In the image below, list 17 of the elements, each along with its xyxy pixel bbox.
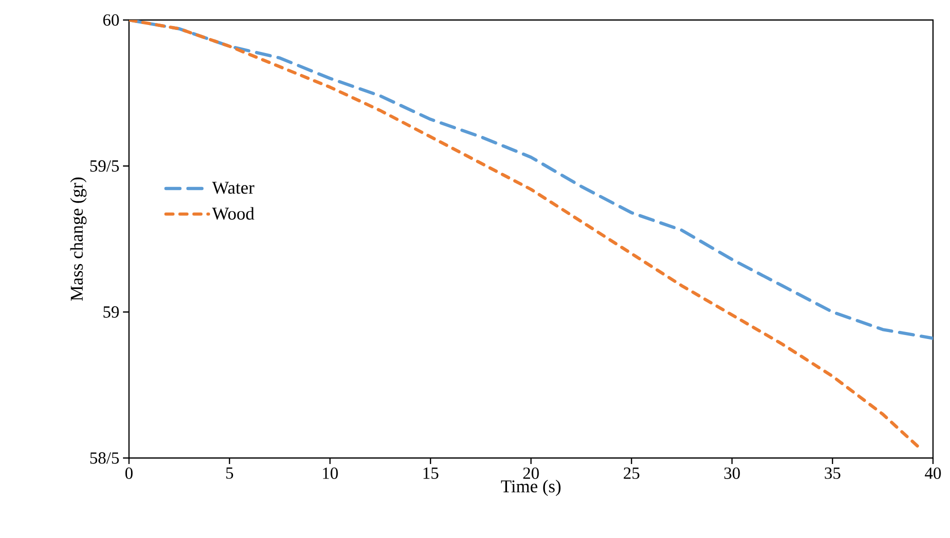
x-tick-label: 5	[226, 468, 234, 479]
x-tick-label: 35	[824, 468, 840, 479]
y-tick-label: 59	[104, 306, 119, 318]
x-tick-label: 20	[523, 468, 539, 479]
x-tick-label: 25	[624, 468, 640, 479]
x-tick-label: 30	[724, 468, 740, 479]
x-tick-label: 15	[424, 468, 438, 479]
y-axis-title: Mass change (gr)	[70, 178, 87, 301]
x-tick-label: 0	[125, 468, 133, 479]
y-tick-label: 59/5	[90, 160, 119, 172]
x-tick-label: 40	[924, 468, 941, 479]
x-tick-label: 10	[323, 468, 338, 479]
y-tick-label: 60	[103, 14, 119, 26]
legend-label: Water	[212, 182, 254, 194]
legend-label: Wood	[212, 207, 254, 220]
x-axis-title: Time (s)	[501, 480, 561, 496]
y-tick-label: 58/5	[90, 452, 119, 464]
